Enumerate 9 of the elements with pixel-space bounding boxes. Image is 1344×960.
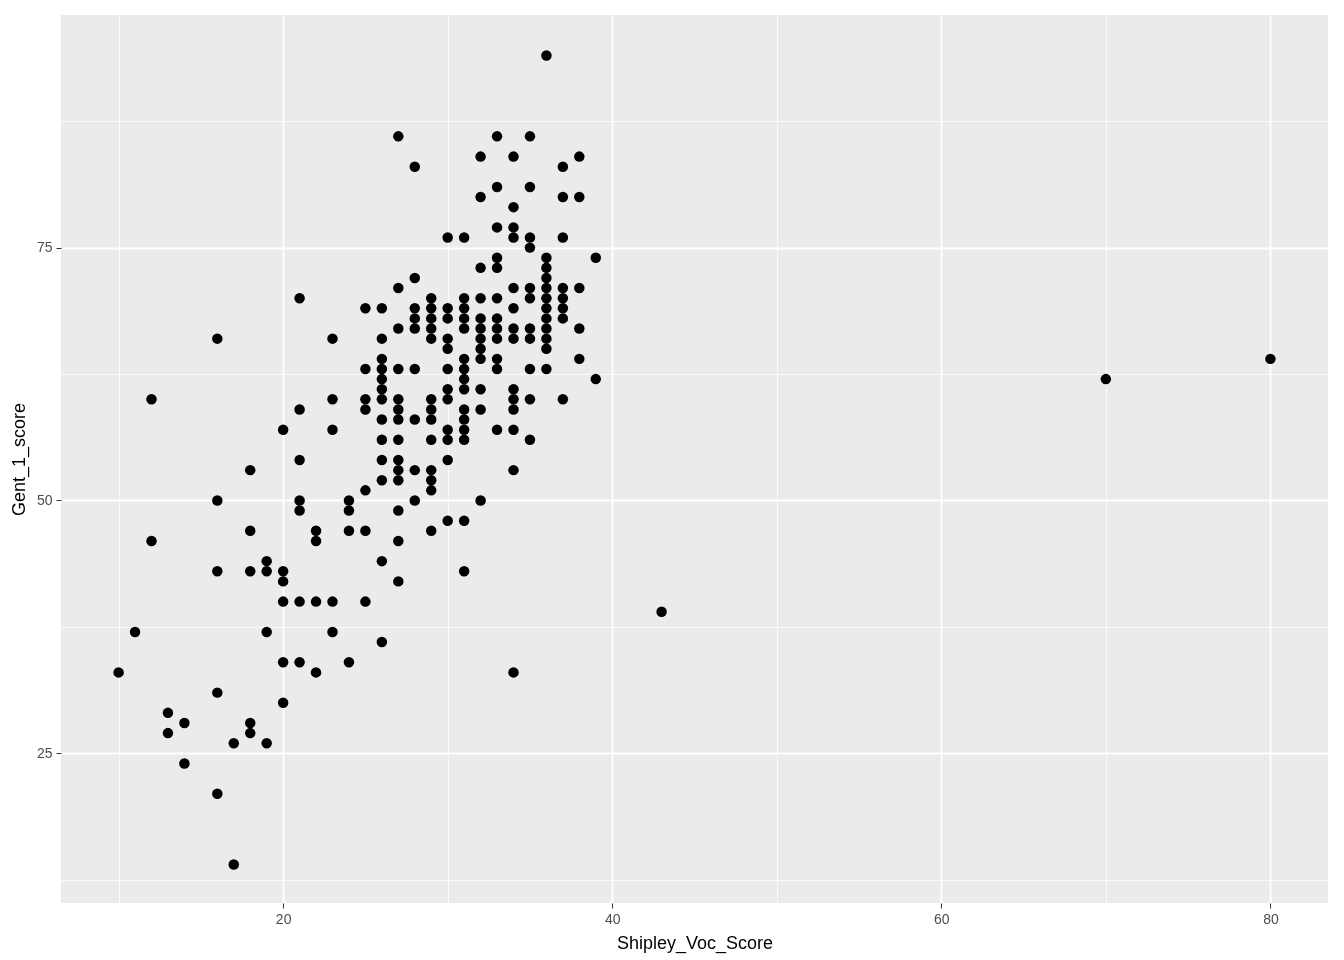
y-tick-label: 50 xyxy=(36,491,53,508)
x-tick-label: 40 xyxy=(604,910,621,927)
y-tick-label: 75 xyxy=(36,239,53,256)
x-tick-label: 20 xyxy=(275,910,292,927)
x-axis-title: Shipley_Voc_Score xyxy=(616,932,774,954)
y-tick-label: 25 xyxy=(36,744,53,761)
y-axis-title: Gent_1_score xyxy=(8,402,30,517)
x-tick-label: 60 xyxy=(934,910,950,927)
x-tick-label: 80 xyxy=(1263,910,1279,927)
